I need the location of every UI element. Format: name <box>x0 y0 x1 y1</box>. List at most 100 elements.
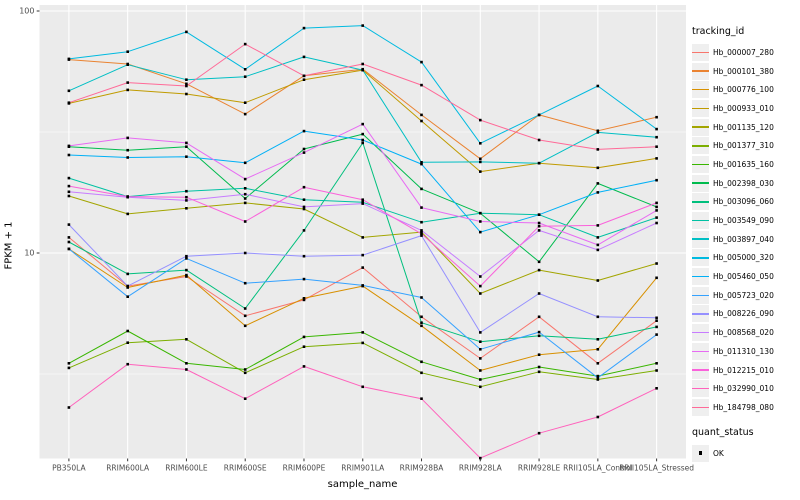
data-point <box>420 206 423 209</box>
data-point <box>302 78 306 81</box>
data-point <box>479 160 482 164</box>
data-point <box>185 145 188 148</box>
data-point <box>302 277 306 281</box>
data-point <box>596 129 600 133</box>
data-point <box>655 145 658 148</box>
data-point <box>302 129 306 133</box>
legend-key <box>692 174 709 192</box>
legend-item-label: Hb_005723_020 <box>713 290 774 300</box>
legend-swatch-line <box>692 182 709 184</box>
data-point <box>479 220 482 223</box>
legend-key <box>692 62 709 80</box>
data-point <box>596 243 600 247</box>
data-point <box>420 397 423 400</box>
data-point <box>67 362 71 365</box>
legend-item-label: Hb_005460_050 <box>713 272 774 282</box>
data-point <box>243 201 247 205</box>
data-point <box>185 207 188 210</box>
data-point <box>537 315 541 319</box>
data-point <box>67 223 71 226</box>
data-point <box>243 197 247 200</box>
quant-legend-title: quant_status <box>692 426 754 438</box>
data-point <box>596 182 600 185</box>
data-point <box>479 230 482 234</box>
data-point <box>420 161 423 164</box>
legend-item: Hb_011310_130 <box>692 342 800 361</box>
data-point <box>243 251 247 255</box>
data-point <box>479 157 482 161</box>
data-point <box>126 63 129 66</box>
data-point <box>361 132 364 136</box>
data-point <box>302 365 306 368</box>
data-point <box>596 248 600 252</box>
data-point <box>185 189 188 193</box>
data-point <box>126 136 129 140</box>
data-point <box>537 213 541 216</box>
legend-item-label: Hb_008226_090 <box>713 309 774 319</box>
legend-item: Hb_003549_090 <box>692 211 800 230</box>
data-point <box>596 84 600 88</box>
legend-item-label: Hb_008568_020 <box>713 328 774 338</box>
data-point <box>185 92 188 96</box>
data-point <box>126 329 129 333</box>
data-point <box>420 230 423 234</box>
data-point <box>655 316 658 320</box>
data-point <box>67 144 71 148</box>
data-point <box>185 195 188 199</box>
x-tick-label: RRIM600PE <box>283 464 326 473</box>
legend-key <box>692 361 709 379</box>
data-point <box>243 220 247 223</box>
data-point <box>361 122 364 126</box>
legend-swatch-line <box>692 350 709 353</box>
data-point <box>361 236 364 239</box>
y-tick-label: 10 <box>24 249 34 258</box>
legend-swatch-line <box>692 313 709 315</box>
data-point <box>67 236 71 239</box>
data-point <box>655 135 658 139</box>
x-tick-label: RRIM901LA <box>341 464 385 473</box>
legend-swatch-line <box>692 238 709 240</box>
legend-item-label: Hb_012215_010 <box>713 365 774 375</box>
data-point <box>655 209 658 212</box>
data-point <box>596 224 600 227</box>
data-point <box>420 360 423 364</box>
data-point <box>185 275 188 278</box>
data-point <box>537 161 541 165</box>
data-point <box>67 101 71 104</box>
data-point <box>185 84 188 88</box>
y-axis-title: FPKM + 1 <box>3 221 15 270</box>
data-point <box>596 362 600 365</box>
data-point <box>361 68 364 72</box>
x-tick-label: RRIM928BA <box>400 464 445 473</box>
legend-swatch-line <box>692 145 709 147</box>
data-point <box>302 207 306 211</box>
data-point <box>67 194 71 198</box>
data-point <box>302 198 306 201</box>
data-point <box>420 296 423 299</box>
legend-swatch-line <box>692 70 709 72</box>
data-point <box>185 338 188 341</box>
legend-key <box>692 398 709 416</box>
legend-items: Hb_000007_280 Hb_000101_380 Hb_000776_100 H… <box>692 43 800 417</box>
legend-key <box>692 212 709 230</box>
data-point <box>67 153 71 157</box>
data-point <box>126 286 129 289</box>
x-tick-label: RRII105LA_Stressed <box>619 464 694 473</box>
data-point <box>243 397 247 400</box>
data-point <box>420 220 423 224</box>
data-point <box>420 315 423 319</box>
data-point <box>537 431 541 435</box>
legend-item-label: Hb_184798_080 <box>713 402 774 412</box>
data-point <box>126 50 129 53</box>
data-point <box>420 162 423 166</box>
legend-swatch-line <box>692 257 709 259</box>
legend-title: tracking_id <box>692 26 745 37</box>
legend-key <box>692 268 709 286</box>
data-point <box>479 284 482 288</box>
data-point <box>302 147 306 151</box>
data-point <box>479 275 482 278</box>
data-point <box>361 24 364 27</box>
legend-item-label: Hb_003897_040 <box>713 234 774 244</box>
data-point <box>243 281 247 285</box>
